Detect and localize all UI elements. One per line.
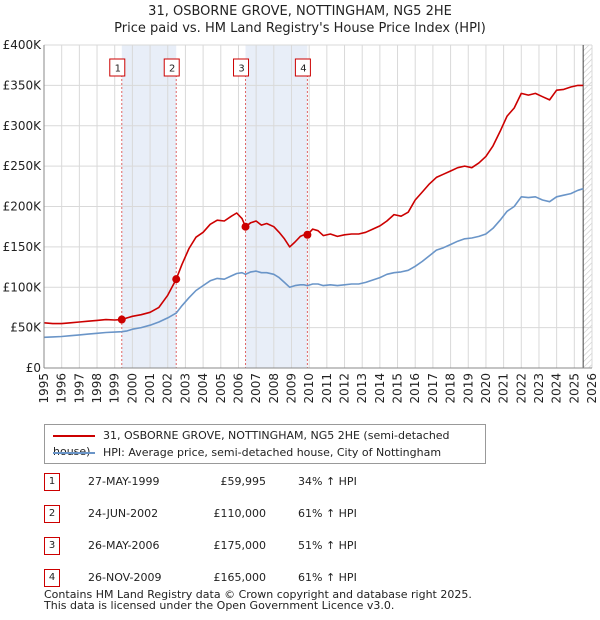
sale-point [117, 315, 126, 324]
legend-hpi-label: HPI: Average price, semi-detached house,… [103, 446, 442, 459]
sale-point [303, 230, 312, 239]
y-tick-label: £400K [3, 38, 43, 52]
sale-price: £175,000 [213, 539, 267, 552]
sale-hpi-change: 61% ↑ HPI [298, 507, 357, 520]
x-tick-label: 2016 [408, 373, 422, 404]
x-tick-label: 2014 [373, 373, 387, 404]
chart-title: 31, OSBORNE GROVE, NOTTINGHAM, NG5 2HE [148, 4, 452, 19]
x-tick-label: 2008 [267, 373, 281, 404]
y-tick-label: £350K [3, 78, 43, 92]
footer-licence: This data is licensed under the Open Gov… [44, 599, 395, 612]
footer-copyright: Contains HM Land Registry data © Crown c… [44, 588, 472, 601]
y-tick-label: £250K [3, 159, 43, 173]
sale-number-badge: 3 [44, 537, 60, 555]
legend: 31, OSBORNE GROVE, NOTTINGHAM, NG5 2HE (… [44, 424, 486, 464]
sale-price: £59,995 [220, 475, 267, 488]
x-tick-label: 2000 [125, 373, 139, 404]
legend-price-label: 31, OSBORNE GROVE, NOTTINGHAM, NG5 2HE (… [53, 429, 450, 458]
legend-price-swatch [53, 435, 95, 437]
x-tick-label: 2020 [479, 373, 493, 404]
x-tick-label: 2015 [391, 373, 405, 404]
y-tick-label: £0 [26, 361, 41, 375]
price-chart: 1 2 3 4 £0 £50K £100K £150K £200K £250K £300K £350K… [3, 38, 599, 404]
sale-number-box [109, 58, 126, 77]
sale-hpi-change: 34% ↑ HPI [298, 475, 357, 488]
sale-number-box [233, 58, 250, 77]
x-tick-label: 1997 [72, 373, 86, 404]
sale-date: 26-NOV-2009 [88, 571, 162, 584]
x-tick-label: 2024 [550, 373, 564, 404]
x-tick-label: 2001 [143, 373, 157, 404]
sale-number-label: 3 [238, 64, 244, 75]
x-tick-label: 2021 [497, 373, 511, 404]
x-tick-label: 2026 [585, 373, 599, 404]
x-tick-label: 2009 [284, 373, 298, 404]
x-tick-label: 2012 [338, 373, 352, 404]
y-tick-label: £100K [3, 280, 43, 294]
x-tick-label: 1995 [37, 373, 51, 404]
sale-point [172, 275, 181, 284]
sale-date: 24-JUN-2002 [88, 507, 159, 520]
y-tick-label: £50K [10, 321, 42, 335]
x-tick-label: 1999 [108, 373, 122, 404]
x-tick-label: 2010 [302, 373, 316, 404]
sale-number-box [163, 58, 180, 77]
x-tick-label: 2006 [231, 373, 245, 404]
x-tick-label: 2005 [214, 373, 228, 404]
x-tick-label: 2018 [444, 373, 458, 404]
x-tick-label: 1996 [55, 373, 69, 404]
x-tick-label: 2022 [514, 373, 528, 404]
legend-item-hpi: HPI: Average price, semi-detached house,… [53, 445, 441, 461]
x-tick-label: 2025 [567, 373, 581, 404]
sale-price: £165,000 [213, 571, 267, 584]
sale-number-label: 4 [300, 64, 306, 75]
x-tick-label: 2007 [249, 373, 263, 404]
sale-number-badge: 4 [44, 569, 60, 587]
x-tick-label: 2017 [426, 373, 440, 404]
sale-hpi-change: 51% ↑ HPI [298, 539, 357, 552]
chart-subtitle: Price paid vs. HM Land Registry's House … [114, 21, 486, 36]
x-tick-label: 2011 [320, 373, 334, 404]
x-tick-label: 2019 [461, 373, 475, 404]
sale-number-badge: 1 [44, 473, 60, 491]
footer: Contains HM Land Registry data © Crown c… [44, 589, 472, 611]
x-tick-label: 2013 [355, 373, 369, 404]
hpi-line [43, 187, 584, 339]
sale-number-badge: 2 [44, 505, 60, 523]
x-tick-label: 2003 [178, 373, 192, 404]
sale-hpi-change: 61% ↑ HPI [298, 571, 357, 584]
x-tick-label: 2004 [196, 373, 210, 404]
legend-hpi-swatch [53, 452, 95, 454]
legend-item-price: 31, OSBORNE GROVE, NOTTINGHAM, NG5 2HE (… [53, 428, 485, 458]
sale-date: 27-MAY-1999 [88, 475, 160, 488]
y-tick-label: £200K [3, 200, 43, 214]
sale-price: £110,000 [213, 507, 267, 520]
x-tick-label: 2002 [161, 373, 175, 404]
x-tick-label: 1998 [90, 373, 104, 404]
sale-number-box [294, 58, 311, 77]
sale-point [241, 222, 250, 231]
x-tick-label: 2023 [532, 373, 546, 404]
y-tick-label: £300K [3, 119, 43, 133]
sale-number-label: 1 [115, 64, 121, 75]
sale-number-label: 2 [169, 64, 175, 75]
y-tick-label: £150K [3, 240, 43, 254]
sale-date: 26-MAY-2006 [88, 539, 160, 552]
